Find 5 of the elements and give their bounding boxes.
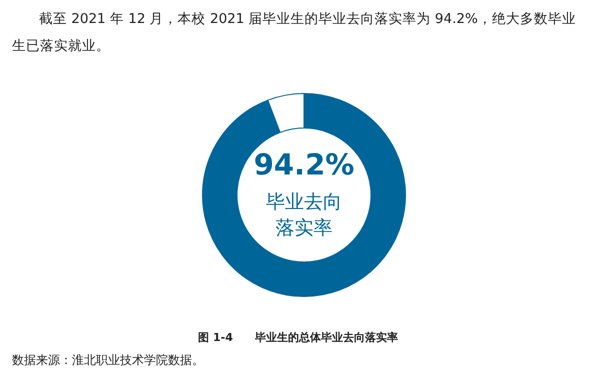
data-label: 94.2% [254, 148, 354, 182]
chart-subtitle: 截至 2021 年 12 月，本校 2021 届毕业生的毕业去向落实率为 94.2%，绝大多数毕业生已落实就业。 [12, 10, 577, 56]
source-note: 数据来源：淮北职业技术学院数据。 [12, 352, 204, 369]
text: 图 1-4 毕业生的总体毕业去向落实率 [197, 330, 399, 345]
text: 毕业去向落实率 [266, 190, 342, 239]
